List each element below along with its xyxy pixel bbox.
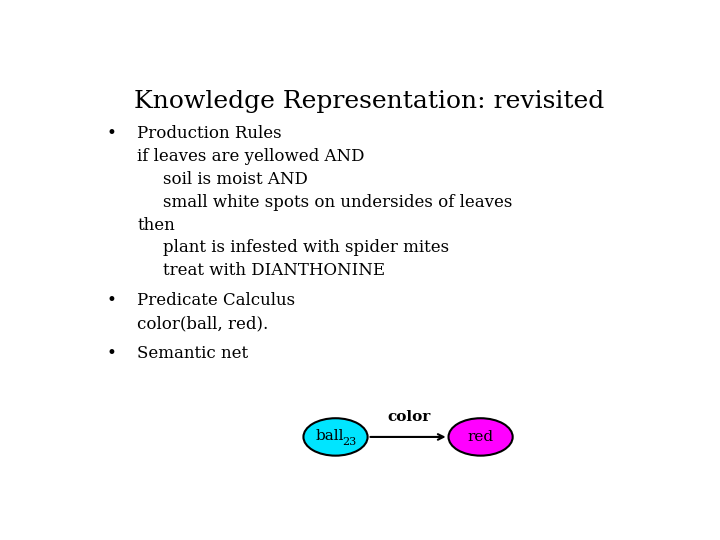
Text: Semantic net: Semantic net — [138, 345, 248, 362]
Text: •: • — [107, 345, 117, 362]
Text: if leaves are yellowed AND: if leaves are yellowed AND — [138, 148, 365, 165]
Text: Predicate Calculus: Predicate Calculus — [138, 292, 295, 309]
Ellipse shape — [449, 418, 513, 456]
Text: small white spots on undersides of leaves: small white spots on undersides of leave… — [163, 194, 512, 211]
Text: color: color — [387, 410, 431, 424]
Text: plant is infested with spider mites: plant is infested with spider mites — [163, 239, 449, 256]
Text: soil is moist AND: soil is moist AND — [163, 171, 307, 188]
Text: ball: ball — [315, 429, 344, 443]
Ellipse shape — [303, 418, 368, 456]
Text: •: • — [107, 125, 117, 142]
Text: Knowledge Representation: revisited: Knowledge Representation: revisited — [134, 90, 604, 113]
Text: 23: 23 — [342, 437, 356, 447]
Text: treat with DIANTHONINE: treat with DIANTHONINE — [163, 262, 384, 279]
Text: Production Rules: Production Rules — [138, 125, 282, 142]
Text: color(ball, red).: color(ball, red). — [138, 315, 269, 332]
Text: then: then — [138, 217, 175, 234]
Text: red: red — [467, 430, 494, 444]
Text: •: • — [107, 292, 117, 309]
